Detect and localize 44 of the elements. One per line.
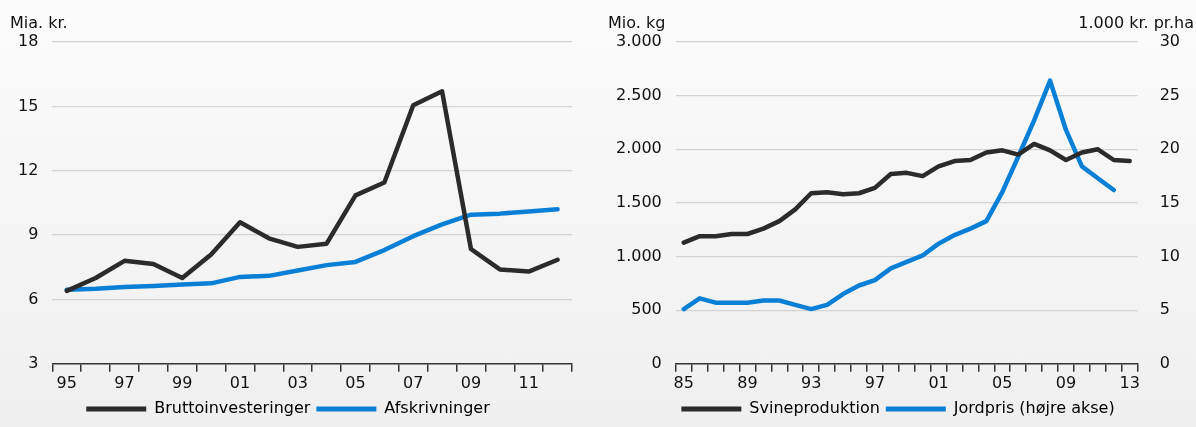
y2-tick-label: 20 — [1159, 138, 1180, 158]
x-tick-label: 97 — [114, 372, 135, 392]
x-tick-label: 95 — [56, 372, 77, 392]
legend-label: Afskrivninger — [384, 398, 491, 418]
y-tick-label: 12 — [18, 159, 39, 179]
y2-tick-label: 5 — [1159, 299, 1170, 319]
x-tick-label: 93 — [800, 372, 822, 392]
y2-axis-title: 1.000 kr. pr.ha — [1078, 13, 1194, 33]
y2-tick-label: 25 — [1159, 84, 1180, 104]
x-tick-label: 01 — [928, 372, 949, 392]
legend-label: Bruttoinvesteringer — [154, 398, 311, 418]
y-axis-title: Mio. kg — [608, 13, 666, 33]
y-tick-label: 18 — [18, 31, 39, 51]
y2-tick-label: 10 — [1159, 245, 1180, 265]
x-tick-label: 85 — [673, 372, 694, 392]
x-tick-label: 03 — [287, 372, 308, 392]
y-tick-label: 2.500 — [615, 84, 662, 104]
x-tick-label: 07 — [403, 372, 424, 392]
y-tick-label: 1.000 — [615, 245, 662, 265]
y-tick-label: 3 — [28, 352, 39, 372]
x-tick-label: 99 — [172, 372, 193, 392]
x-tick-label: 05 — [345, 372, 366, 392]
y2-tick-label: 0 — [1159, 352, 1170, 372]
x-tick-label: 05 — [992, 372, 1013, 392]
y-tick-label: 3.000 — [615, 31, 662, 51]
legend-label: Svineproduktion — [749, 398, 880, 418]
y-tick-label: 2.000 — [615, 138, 662, 158]
x-tick-label: 09 — [460, 372, 482, 392]
y-tick-label: 0 — [651, 352, 662, 372]
y-tick-label: 1.500 — [615, 192, 662, 212]
legend-label: Jordpris (højre akse) — [952, 398, 1115, 418]
y-tick-label: 500 — [631, 299, 662, 319]
x-tick-label: 11 — [518, 372, 539, 392]
x-tick-label: 89 — [737, 372, 758, 392]
y-axis-title: Mia. kr. — [10, 13, 68, 33]
y-tick-label: 6 — [28, 288, 39, 308]
y2-tick-label: 30 — [1159, 31, 1180, 51]
y2-tick-label: 15 — [1159, 192, 1180, 212]
x-tick-label: 97 — [864, 372, 886, 392]
y-tick-label: 15 — [18, 95, 39, 115]
y-tick-label: 9 — [28, 224, 39, 244]
x-tick-label: 09 — [1055, 372, 1077, 392]
x-tick-label: 13 — [1119, 372, 1140, 392]
x-tick-label: 01 — [229, 372, 251, 392]
